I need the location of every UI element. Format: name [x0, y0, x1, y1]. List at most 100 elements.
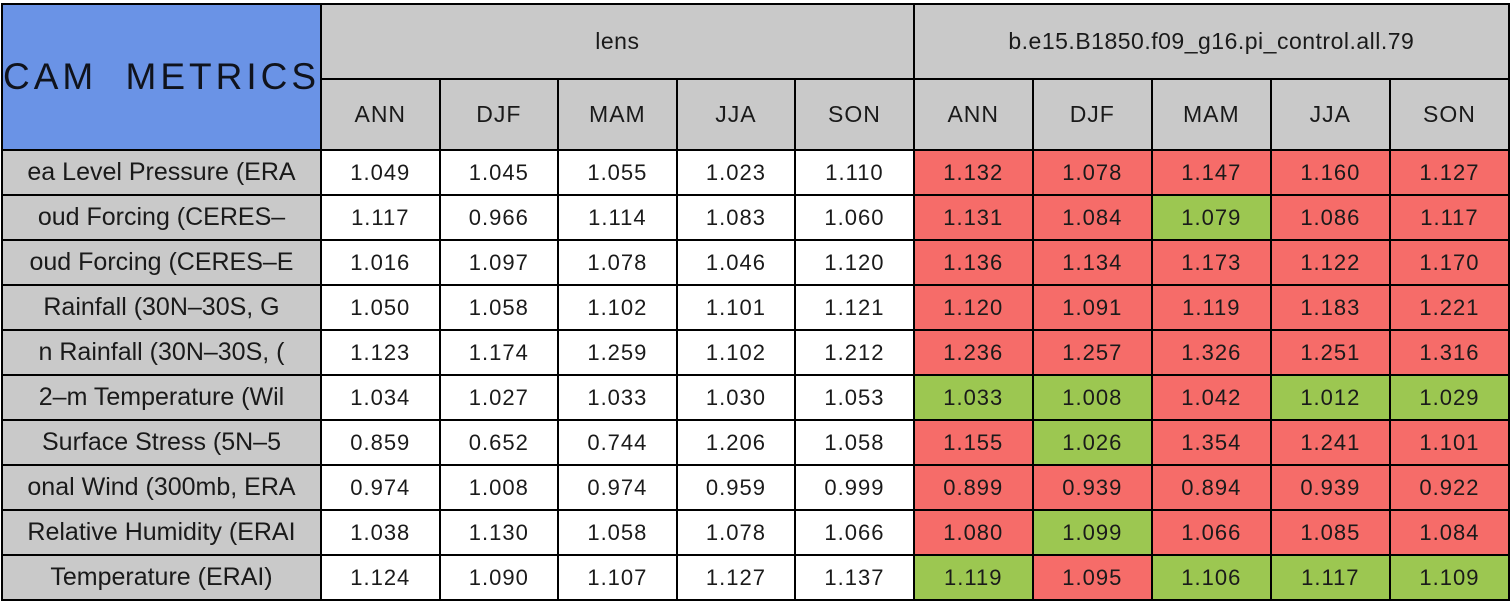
table-title-cell: CAM METRICS — [1, 3, 322, 151]
control-value-cell: 1.173 — [1150, 239, 1272, 286]
lens-value-cell: 1.058 — [438, 284, 560, 331]
lens-value-cell: 1.174 — [438, 329, 560, 376]
lens-value-cell: 0.974 — [557, 464, 678, 511]
lens-value-cell: 0.652 — [438, 419, 560, 466]
control-value-cell: 1.132 — [912, 149, 1034, 196]
lens-value-cell: 1.045 — [438, 149, 560, 196]
row-label: oud Forcing (CERES–E — [29, 248, 294, 276]
control-value-cell: 1.147 — [1150, 149, 1272, 196]
control-value-cell: 0.939 — [1269, 464, 1391, 511]
lens-value-cell: 1.078 — [557, 239, 678, 286]
row-label: onal Wind (300mb, ERA — [27, 473, 296, 501]
control-value-cell: 1.120 — [912, 284, 1034, 331]
control-value-cell: 0.894 — [1150, 464, 1272, 511]
control-value-cell: 1.106 — [1150, 554, 1272, 601]
control-value-cell: 1.012 — [1269, 374, 1391, 421]
lens-value-cell: 1.058 — [557, 509, 678, 556]
control-value-cell: 1.099 — [1031, 509, 1153, 556]
table-row: n Rainfall (30N–30S, (1.123 1.174 1.259 1.1… — [1, 329, 1510, 376]
lens-value-cell: 1.033 — [557, 374, 678, 421]
row-label-cell: ea Level Pressure (ERA — [1, 149, 322, 196]
row-label-cell: Surface Stress (5N–5 — [1, 419, 322, 466]
control-value-cell: 1.170 — [1388, 239, 1510, 286]
control-value-cell: 1.136 — [912, 239, 1034, 286]
table-title: CAM METRICS — [3, 56, 320, 97]
control-value-cell: 1.084 — [1031, 194, 1153, 241]
table-row: Relative Humidity (ERAI 1.038 1.130 1.058 1.… — [1, 509, 1510, 556]
season-header-lens-mam: MAM — [557, 78, 678, 151]
lens-value-cell: 0.974 — [320, 464, 441, 511]
lens-value-cell: 0.744 — [557, 419, 678, 466]
season-header-lens-djf: DJF — [438, 78, 560, 151]
lens-value-cell: 1.038 — [320, 509, 441, 556]
control-value-cell: 1.251 — [1269, 329, 1391, 376]
control-value-cell: 1.236 — [912, 329, 1034, 376]
lens-value-cell: 1.053 — [794, 374, 915, 421]
control-value-cell: 1.078 — [1031, 149, 1153, 196]
control-value-cell: 1.326 — [1150, 329, 1272, 376]
control-value-cell: 0.922 — [1388, 464, 1510, 511]
control-value-cell: 1.085 — [1269, 509, 1391, 556]
row-label: oud Forcing (CERES– — [37, 203, 286, 231]
row-label: ea Level Pressure (ERA — [27, 158, 296, 186]
lens-value-cell: 1.034 — [320, 374, 441, 421]
lens-value-cell: 0.999 — [794, 464, 915, 511]
control-value-cell: 1.101 — [1388, 419, 1510, 466]
control-value-cell: 1.008 — [1031, 374, 1153, 421]
table-row: ea Level Pressure (ERA 1.049 1.045 1.055 1.0… — [1, 149, 1510, 196]
lens-value-cell: 1.060 — [794, 194, 915, 241]
column-group-lens: lens — [320, 3, 915, 80]
control-value-cell: 1.029 — [1388, 374, 1510, 421]
control-value-cell: 1.033 — [912, 374, 1034, 421]
lens-value-cell: 1.058 — [794, 419, 915, 466]
lens-value-cell: 1.102 — [675, 329, 797, 376]
control-value-cell: 1.066 — [1150, 509, 1272, 556]
column-group-control: b.e15.B1850.f09_g16.pi_control.all.79 — [912, 3, 1510, 80]
lens-value-cell: 0.959 — [675, 464, 797, 511]
control-value-cell: 0.899 — [912, 464, 1034, 511]
lens-value-cell: 1.097 — [438, 239, 560, 286]
control-value-cell: 1.026 — [1031, 419, 1153, 466]
control-value-cell: 1.221 — [1388, 284, 1510, 331]
table-row: Surface Stress (5N–5 0.859 0.652 0.744 1.206… — [1, 419, 1510, 466]
control-value-cell: 1.155 — [912, 419, 1034, 466]
control-value-cell: 1.134 — [1031, 239, 1153, 286]
lens-value-cell: 1.120 — [794, 239, 915, 286]
control-value-cell: 0.939 — [1031, 464, 1153, 511]
lens-value-cell: 1.101 — [675, 284, 797, 331]
row-label-cell: Rainfall (30N–30S, G — [1, 284, 322, 331]
season-header-control-ann: ANN — [912, 78, 1034, 151]
lens-value-cell: 1.114 — [557, 194, 678, 241]
season-header-control-son: SON — [1388, 78, 1510, 151]
lens-value-cell: 1.049 — [320, 149, 441, 196]
lens-value-cell: 0.966 — [438, 194, 560, 241]
table-row: oud Forcing (CERES– 1.117 0.966 1.114 1.083 1… — [1, 194, 1510, 241]
season-header-lens-ann: ANN — [320, 78, 441, 151]
lens-value-cell: 0.859 — [320, 419, 441, 466]
control-value-cell: 1.109 — [1388, 554, 1510, 601]
row-label-cell: onal Wind (300mb, ERA — [1, 464, 322, 511]
control-value-cell: 1.316 — [1388, 329, 1510, 376]
lens-value-cell: 1.123 — [320, 329, 441, 376]
lens-value-cell: 1.055 — [557, 149, 678, 196]
control-value-cell: 1.257 — [1031, 329, 1153, 376]
lens-value-cell: 1.137 — [794, 554, 915, 601]
lens-value-cell: 1.066 — [794, 509, 915, 556]
row-label-cell: oud Forcing (CERES–E — [1, 239, 322, 286]
lens-value-cell: 1.023 — [675, 149, 797, 196]
table-row: Temperature (ERAI) 1.124 1.090 1.107 1.127 1.… — [1, 554, 1510, 601]
season-header-lens-jja: JJA — [675, 78, 797, 151]
control-value-cell: 1.042 — [1150, 374, 1272, 421]
season-header-row: ANN DJF MAM JJA SON ANN DJF MAM JJA SON — [2, 78, 1510, 151]
row-label: Temperature (ERAI) — [50, 563, 273, 591]
row-label-cell: 2–m Temperature (Wil — [1, 374, 322, 421]
table-row: onal Wind (300mb, ERA 0.974 1.008 0.974 0.95… — [1, 464, 1510, 511]
lens-value-cell: 1.008 — [438, 464, 560, 511]
row-label-cell: Relative Humidity (ERAI — [1, 509, 322, 556]
row-label-cell: oud Forcing (CERES– — [1, 194, 322, 241]
lens-value-cell: 1.212 — [794, 329, 915, 376]
lens-value-cell: 1.206 — [675, 419, 797, 466]
lens-value-cell: 1.259 — [557, 329, 678, 376]
lens-value-cell: 1.117 — [320, 194, 441, 241]
column-group-control-label: b.e15.B1850.f09_g16.pi_control.all.79 — [1008, 28, 1415, 54]
